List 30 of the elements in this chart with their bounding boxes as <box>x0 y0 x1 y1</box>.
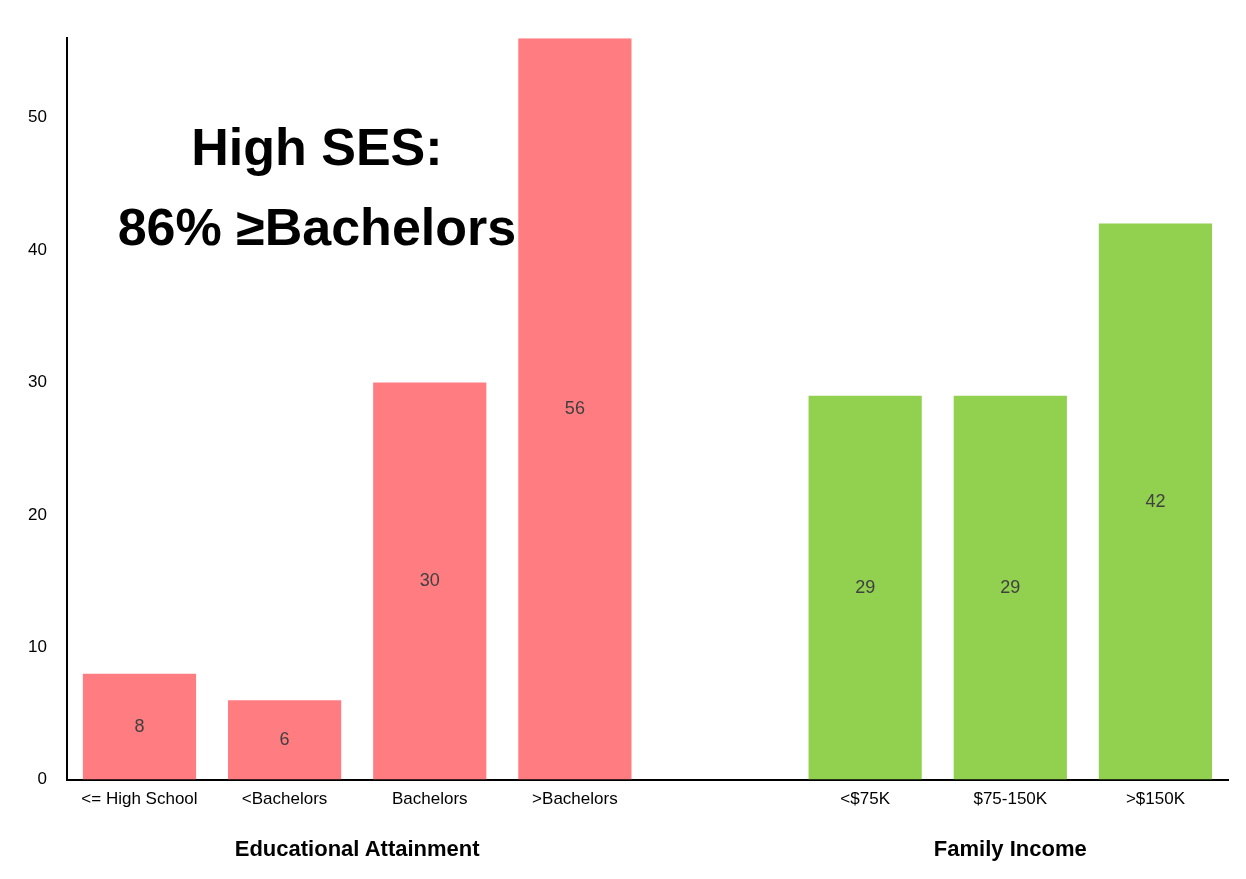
y-tick-label: 10 <box>27 636 47 656</box>
y-tick-label: 20 <box>27 504 47 524</box>
x-tick-label: >Bachelors <box>532 789 618 809</box>
x-tick-label: $75-150K <box>973 789 1048 809</box>
text: Educational Attainment <box>234 835 481 861</box>
data-label: 6 <box>279 728 290 749</box>
bar <box>373 382 487 780</box>
y-tick-label: 0 <box>37 769 47 789</box>
x-tick-label: <$75K <box>840 789 891 809</box>
text: High SES: 86% ≥Bachelors <box>117 117 517 256</box>
x-tick-label: <= High School <box>81 789 198 809</box>
y-tick-label: 40 <box>27 239 47 259</box>
x-tick-label: <Bachelors <box>241 789 328 809</box>
data-label: 8 <box>134 715 145 736</box>
x-tick-label: Bachelors <box>391 789 468 809</box>
data-label: 29 <box>855 576 876 597</box>
x-tick-label: >$150K <box>1125 789 1186 809</box>
bar <box>228 700 342 780</box>
y-tick-label: 50 <box>27 107 47 127</box>
data-label: 56 <box>564 397 585 418</box>
bar <box>518 38 632 780</box>
bar <box>1098 223 1213 780</box>
text: Family Income <box>933 835 1087 861</box>
bar <box>808 395 922 780</box>
data-label: 30 <box>419 569 440 590</box>
data-label: 29 <box>1000 576 1021 597</box>
bar <box>82 673 197 780</box>
y-tick-label: 30 <box>27 372 47 392</box>
data-label: 42 <box>1145 490 1166 511</box>
bar <box>953 395 1067 780</box>
